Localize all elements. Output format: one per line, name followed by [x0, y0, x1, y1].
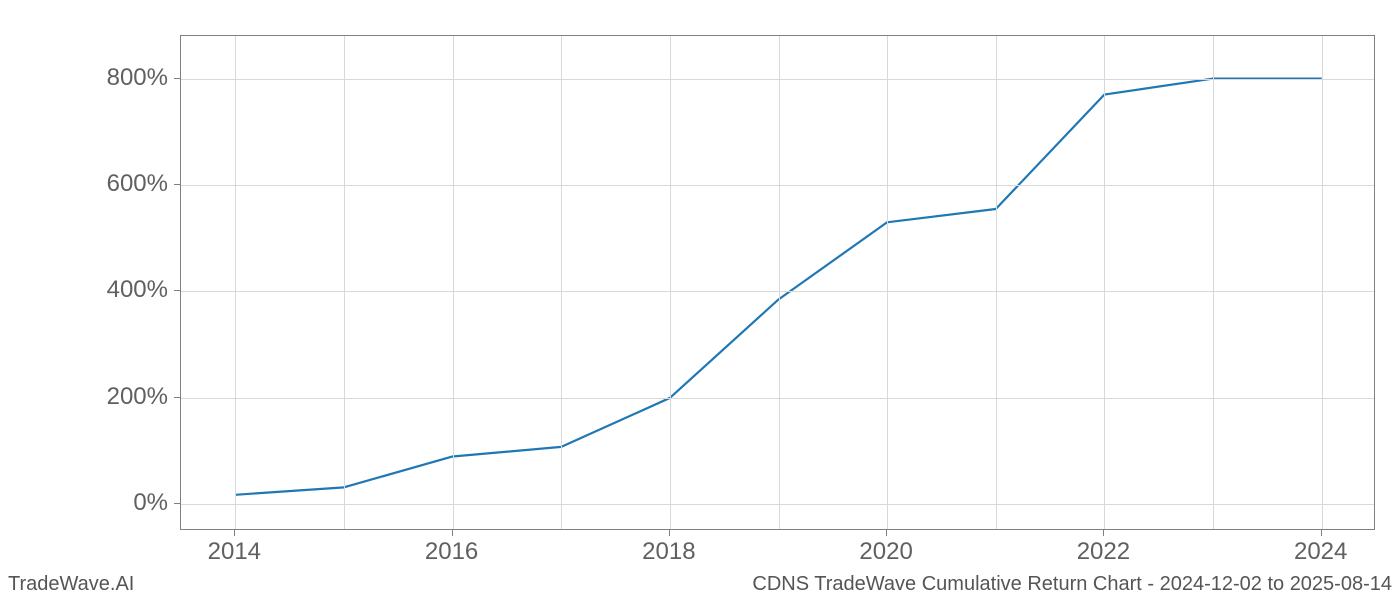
xtick-mark	[234, 530, 235, 536]
xtick-label: 2022	[1077, 538, 1130, 566]
footer-left: TradeWave.AI	[8, 573, 134, 596]
xtick-label: 2018	[642, 538, 695, 566]
gridline-h	[181, 79, 1374, 80]
ytick-mark	[174, 503, 180, 504]
ytick-mark	[174, 397, 180, 398]
ytick-label: 200%	[107, 383, 168, 411]
gridline-v	[779, 36, 780, 529]
ytick-label: 0%	[133, 489, 168, 517]
xtick-label: 2014	[208, 538, 261, 566]
gridline-v	[344, 36, 345, 529]
ytick-mark	[174, 184, 180, 185]
xtick-mark	[1103, 530, 1104, 536]
gridline-h	[181, 291, 1374, 292]
xtick-mark	[886, 530, 887, 536]
ytick-label: 400%	[107, 276, 168, 304]
gridline-h	[181, 398, 1374, 399]
xtick-label: 2020	[859, 538, 912, 566]
footer-right: CDNS TradeWave Cumulative Return Chart -…	[752, 573, 1392, 596]
gridline-h	[181, 504, 1374, 505]
gridline-v	[1213, 36, 1214, 529]
gridline-v	[996, 36, 997, 529]
xtick-label: 2016	[425, 538, 478, 566]
chart-container: TradeWave.AI CDNS TradeWave Cumulative R…	[0, 0, 1400, 600]
gridline-v	[1322, 36, 1323, 529]
gridline-v	[453, 36, 454, 529]
xtick-label: 2024	[1294, 538, 1347, 566]
gridline-v	[670, 36, 671, 529]
xtick-mark	[669, 530, 670, 536]
plot-area	[180, 35, 1375, 530]
ytick-mark	[174, 290, 180, 291]
gridline-v	[1104, 36, 1105, 529]
gridline-v	[235, 36, 236, 529]
xtick-mark	[452, 530, 453, 536]
ytick-mark	[174, 78, 180, 79]
gridline-h	[181, 185, 1374, 186]
gridline-v	[887, 36, 888, 529]
xtick-mark	[1321, 530, 1322, 536]
gridline-v	[561, 36, 562, 529]
ytick-label: 800%	[107, 64, 168, 92]
ytick-label: 600%	[107, 170, 168, 198]
